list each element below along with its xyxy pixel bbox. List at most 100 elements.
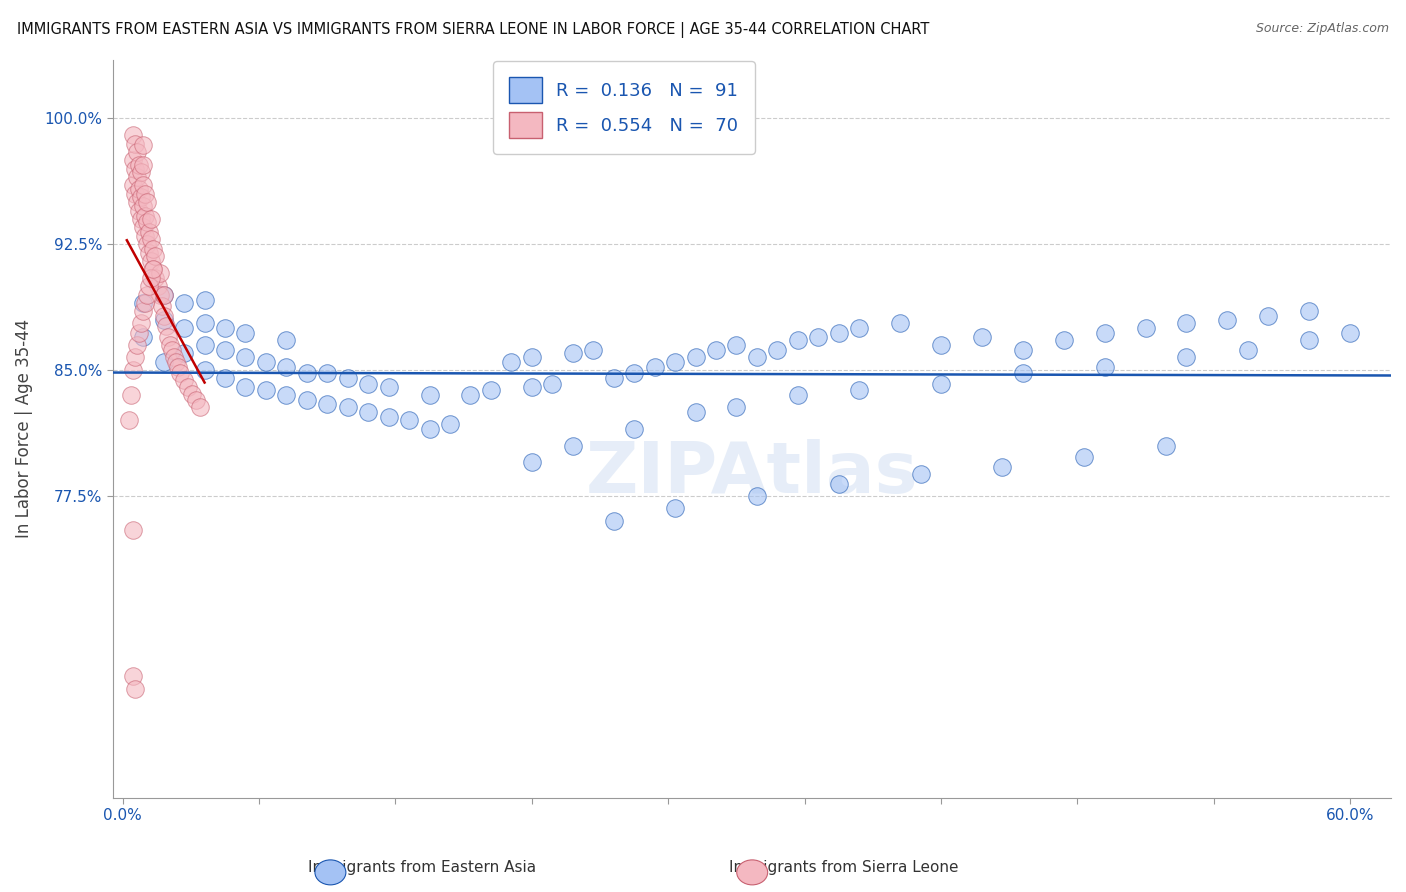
Point	[685, 405, 707, 419]
Point	[132, 158, 155, 172]
Point	[1053, 333, 1076, 347]
Point	[602, 514, 624, 528]
Point	[148, 287, 170, 301]
Point	[970, 329, 993, 343]
Point	[1073, 450, 1095, 465]
Point	[152, 354, 174, 368]
Point	[128, 203, 150, 218]
Point	[156, 329, 179, 343]
Point	[214, 371, 236, 385]
Point	[124, 681, 146, 696]
Point	[1011, 343, 1033, 357]
Point	[125, 145, 148, 159]
Text: IMMIGRANTS FROM EASTERN ASIA VS IMMIGRANTS FROM SIERRA LEONE IN LABOR FORCE | AG: IMMIGRANTS FROM EASTERN ASIA VS IMMIGRAN…	[17, 22, 929, 38]
Point	[1236, 343, 1258, 357]
Point	[685, 350, 707, 364]
Point	[828, 477, 851, 491]
Point	[1154, 439, 1177, 453]
Point	[602, 371, 624, 385]
Point	[138, 279, 160, 293]
Point	[520, 350, 543, 364]
Point	[929, 338, 952, 352]
Point	[398, 413, 420, 427]
Point	[561, 439, 583, 453]
Point	[146, 279, 169, 293]
Point	[160, 343, 183, 357]
Point	[541, 376, 564, 391]
Point	[214, 343, 236, 357]
Point	[128, 326, 150, 341]
Point	[136, 195, 159, 210]
Point	[128, 182, 150, 196]
Point	[145, 249, 167, 263]
Point	[132, 329, 155, 343]
Point	[173, 346, 195, 360]
Point	[295, 393, 318, 408]
Point	[129, 190, 152, 204]
Point	[132, 304, 155, 318]
Point	[357, 376, 380, 391]
Point	[295, 367, 318, 381]
Point	[214, 321, 236, 335]
Point	[142, 262, 165, 277]
Point	[177, 380, 200, 394]
Point	[377, 410, 399, 425]
Point	[124, 350, 146, 364]
Point	[128, 158, 150, 172]
Point	[129, 212, 152, 227]
Point	[1298, 333, 1320, 347]
Point	[786, 333, 808, 347]
Point	[254, 383, 277, 397]
Point	[336, 371, 359, 385]
Point	[132, 296, 155, 310]
Point	[520, 380, 543, 394]
Point	[1011, 367, 1033, 381]
Text: Immigrants from Eastern Asia: Immigrants from Eastern Asia	[308, 861, 536, 875]
Point	[501, 354, 523, 368]
Point	[1175, 350, 1198, 364]
Point	[152, 287, 174, 301]
Point	[129, 316, 152, 330]
Point	[122, 363, 145, 377]
Point	[644, 359, 666, 374]
Point	[152, 312, 174, 326]
Legend: R =  0.136   N =  91, R =  0.554   N =  70: R = 0.136 N = 91, R = 0.554 N = 70	[494, 62, 755, 153]
Point	[150, 299, 173, 313]
Point	[159, 338, 181, 352]
Point	[181, 386, 204, 401]
Text: ZIPAtlas: ZIPAtlas	[585, 439, 918, 508]
Point	[124, 136, 146, 151]
Point	[725, 400, 748, 414]
Point	[141, 232, 163, 246]
Point	[120, 388, 142, 402]
Point	[136, 215, 159, 229]
Point	[1094, 359, 1116, 374]
Point	[132, 220, 155, 235]
Point	[173, 321, 195, 335]
Point	[1339, 326, 1361, 341]
Point	[276, 388, 298, 402]
Point	[725, 338, 748, 352]
Point	[623, 422, 645, 436]
Point	[125, 170, 148, 185]
Point	[991, 460, 1014, 475]
Point	[194, 293, 217, 307]
Point	[766, 343, 789, 357]
Text: Source: ZipAtlas.com: Source: ZipAtlas.com	[1256, 22, 1389, 36]
Point	[194, 316, 217, 330]
Point	[254, 354, 277, 368]
Point	[1135, 321, 1157, 335]
Point	[129, 165, 152, 179]
Point	[235, 380, 257, 394]
Point	[848, 321, 870, 335]
Point	[316, 397, 339, 411]
Point	[582, 343, 605, 357]
Point	[124, 186, 146, 201]
Point	[910, 467, 932, 482]
Point	[561, 346, 583, 360]
Point	[1257, 310, 1279, 324]
Point	[122, 668, 145, 682]
Point	[316, 367, 339, 381]
Point	[194, 338, 217, 352]
Point	[439, 417, 461, 431]
